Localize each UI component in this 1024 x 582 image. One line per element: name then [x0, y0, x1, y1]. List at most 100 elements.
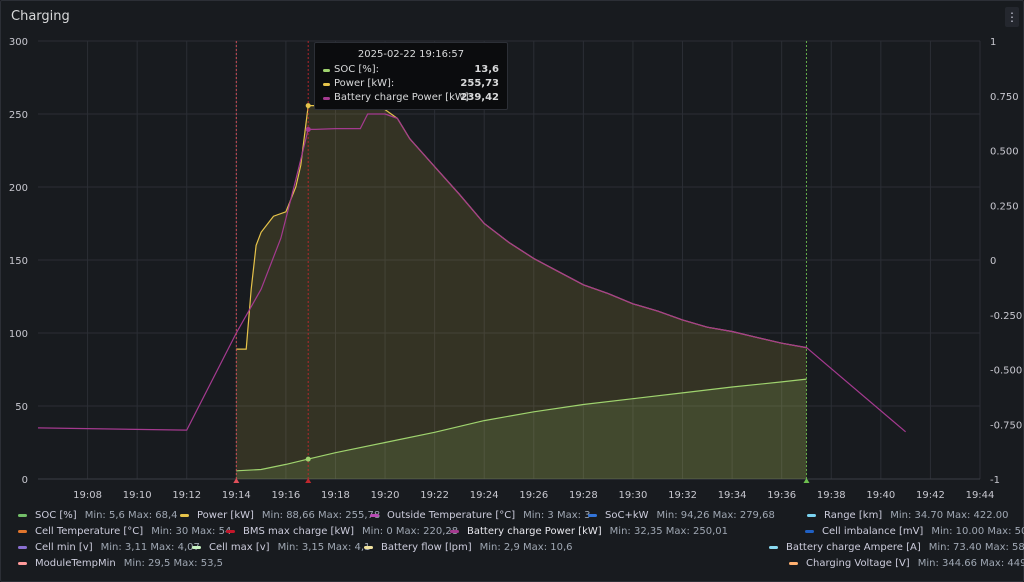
legend-name: Cell imbalance [mV] [822, 526, 924, 537]
legend-item-cell-min[interactable]: Cell min [v] Min: 3,11 Max: 4,07 [18, 542, 206, 553]
legend-stats: Min: 2,9 Max: 10,6 [479, 542, 573, 553]
hover-point-0 [305, 103, 311, 109]
x-tick-label: 19:18 [321, 490, 350, 501]
chart-tooltip: 2025-02-22 19:16:57 SOC [%]: 13,6 Power … [314, 42, 508, 110]
tooltip-row-power: Power [kW]: 255,73 [323, 78, 499, 92]
legend-swatch [588, 514, 597, 517]
x-tick-label: 19:38 [817, 490, 846, 501]
y-right-tick-label: -0.250 [990, 311, 1022, 322]
legend-item-charging-voltage[interactable]: Charging Voltage [V] Min: 344.66 Max: 449… [789, 558, 1024, 569]
tooltip-swatch [323, 97, 330, 100]
series-line-2 [236, 378, 807, 472]
tooltip-label: SOC [%]: [334, 64, 380, 75]
series-area-2 [236, 379, 807, 479]
tooltip-time: 2025-02-22 19:16:57 [357, 49, 465, 60]
legend-name: Battery charge Power [kW] [467, 526, 602, 537]
legend-stats: Min: 88,66 Max: 255,78 [261, 510, 381, 521]
legend-swatch [364, 546, 373, 549]
series-line-1 [37, 113, 906, 433]
legend-swatch [450, 530, 459, 533]
legend-name: SOC [%] [35, 510, 77, 521]
y-right-tick-label: 0 [990, 256, 996, 267]
legend-name: BMS max charge [kW] [243, 526, 355, 537]
legend-stats: Min: 94,26 Max: 279,68 [656, 510, 775, 521]
x-tick-label: 19:30 [619, 490, 648, 501]
y-right-tick-label: 0.250 [990, 201, 1019, 212]
y-left-tick-label: 150 [9, 256, 28, 267]
x-tick-label: 19:36 [767, 490, 796, 501]
hover-point-1 [305, 126, 311, 132]
y-left-tick-label: 100 [9, 329, 28, 340]
legend-item-soc[interactable]: SOC [%] Min: 5,6 Max: 68,4 [18, 510, 184, 521]
legend-swatch [370, 514, 379, 517]
annotation-marker-1 [305, 478, 312, 483]
legend-item-cell-max[interactable]: Cell max [v] Min: 3,15 Max: 4,1 [192, 542, 376, 553]
legend-name: Power [kW] [197, 510, 254, 521]
tooltip-label: Battery charge Power [kW]: [334, 92, 473, 103]
legend-stats: Min: 29,5 Max: 53,5 [123, 558, 223, 569]
legend-name: Outside Temperature [°C] [387, 510, 516, 521]
x-tick-label: 19:08 [73, 490, 102, 501]
x-tick-label: 19:22 [420, 490, 449, 501]
legend-item-outside-temperature[interactable]: Outside Temperature [°C] Min: 3 Max: 3 [370, 510, 597, 521]
y-left-tick-label: 0 [22, 475, 28, 486]
y-left-tick-label: 300 [9, 37, 28, 48]
tooltip-value: 239,42 [460, 92, 499, 103]
legend-swatch [807, 514, 816, 517]
legend-stats: Min: 3,15 Max: 4,1 [277, 542, 371, 553]
legend-item-cell-imbalance[interactable]: Cell imbalance [mV] Min: 10.00 Max: 50.00 [805, 526, 1024, 537]
x-tick-label: 19:34 [718, 490, 747, 501]
legend-name: Cell max [v] [209, 542, 270, 553]
x-tick-label: 19:44 [966, 490, 995, 501]
legend-swatch [192, 546, 201, 549]
legend-item-bms-max-charge[interactable]: BMS max charge [kW] Min: 0 Max: 220,28 [226, 526, 464, 537]
panel-title: Charging [11, 9, 70, 24]
legend-stats: Min: 34.70 Max: 422.00 [890, 510, 1009, 521]
legend-item-cell-temperature[interactable]: Cell Temperature [°C] Min: 30 Max: 54 [18, 526, 237, 537]
legend-item-battery-charge-power[interactable]: Battery charge Power [kW] Min: 32,35 Max:… [450, 526, 734, 537]
x-tick-label: 19:26 [519, 490, 548, 501]
x-tick-label: 19:24 [470, 490, 499, 501]
y-right-tick-label: 1 [990, 37, 996, 48]
y-right-tick-label: -0.500 [990, 366, 1022, 377]
legend-name: Battery charge Ampere [A] [786, 542, 921, 553]
tooltip-row-soc: SOC [%]: 13,6 [323, 64, 499, 78]
legend-name: Battery flow [lpm] [381, 542, 472, 553]
x-tick-label: 19:40 [866, 490, 895, 501]
legend-stats: Min: 73.40 Max: 581.20 [928, 542, 1024, 553]
legend-name: SoC+kW [605, 510, 649, 521]
x-tick-label: 19:16 [271, 490, 300, 501]
tooltip-row-battery-charge-power: Battery charge Power [kW]: 239,42 [323, 92, 499, 106]
legend-name: Cell min [v] [35, 542, 93, 553]
x-tick-label: 19:20 [371, 490, 400, 501]
legend-swatch [18, 530, 27, 533]
legend-item-battery-charge-ampere[interactable]: Battery charge Ampere [A] Min: 73.40 Max:… [769, 542, 1024, 553]
tooltip-swatch [323, 69, 330, 72]
x-tick-label: 19:42 [916, 490, 945, 501]
kebab-menu-icon[interactable]: ⋮ [1005, 7, 1019, 27]
legend-item-soc-kw[interactable]: SoC+kW Min: 94,26 Max: 279,68 [588, 510, 781, 521]
legend-swatch [769, 546, 778, 549]
y-right-tick-label: 0.750 [990, 92, 1019, 103]
legend-stats: Min: 344.66 Max: 449.14 [917, 558, 1024, 569]
annotation-marker-0 [233, 478, 240, 483]
legend-name: Cell Temperature [°C] [35, 526, 144, 537]
charging-chart[interactable]: 0 50 100 150 200 250 300 -1 -0.750 -0.500 -0.250 0 0… [0, 0, 1024, 520]
tooltip-label: Power [kW]: [334, 78, 395, 89]
legend-item-range[interactable]: Range [km] Min: 34.70 Max: 422.00 [807, 510, 1015, 521]
legend-item-module-temp-min[interactable]: ModuleTempMin Min: 29,5 Max: 53,5 [18, 558, 229, 569]
legend-name: Charging Voltage [V] [806, 558, 910, 569]
legend-stats: Min: 0 Max: 220,28 [362, 526, 459, 537]
legend-item-battery-flow[interactable]: Battery flow [lpm] Min: 2,9 Max: 10,6 [364, 542, 579, 553]
x-tick-label: 19:12 [172, 490, 201, 501]
legend-swatch [805, 530, 814, 533]
legend-name: Range [km] [824, 510, 883, 521]
legend-item-power[interactable]: Power [kW] Min: 88,66 Max: 255,78 [180, 510, 386, 521]
y-left-tick-label: 200 [9, 183, 28, 194]
y-left-tick-label: 250 [9, 110, 28, 121]
y-left-tick-label: 50 [15, 402, 28, 413]
legend-stats: Min: 32,35 Max: 250,01 [609, 526, 728, 537]
x-tick-label: 19:14 [222, 490, 251, 501]
legend-swatch [18, 546, 27, 549]
